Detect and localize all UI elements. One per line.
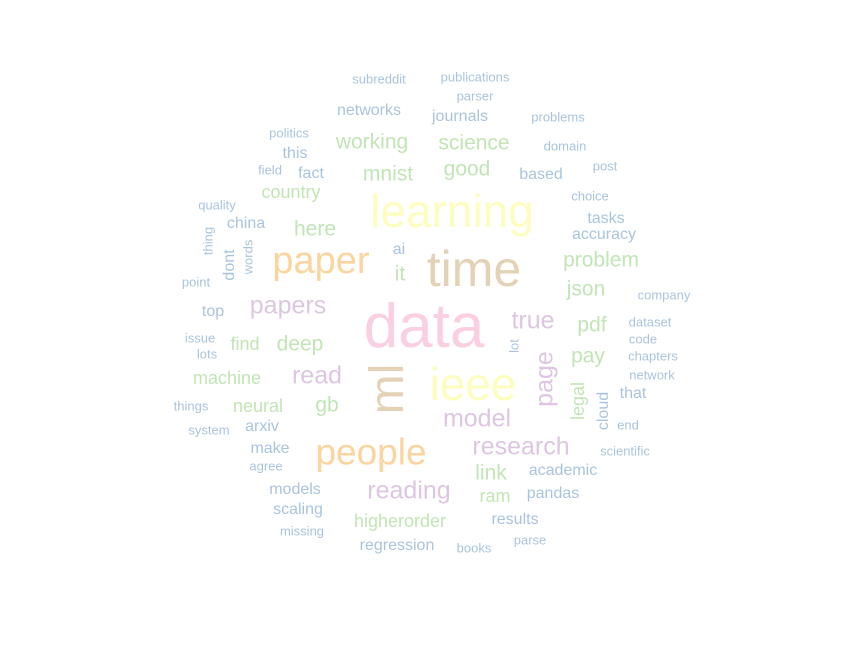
word-good: good xyxy=(443,157,491,181)
word-arxiv: arxiv xyxy=(245,418,279,435)
word-thing: thing xyxy=(200,226,216,256)
word-parser: parser xyxy=(456,88,494,104)
word-ml: ml xyxy=(361,363,414,415)
word-lots: lots xyxy=(196,346,218,362)
word-neural: neural xyxy=(232,396,284,416)
word-reading: reading xyxy=(367,476,451,505)
word-end: end xyxy=(617,417,639,433)
word-things: things xyxy=(173,398,209,414)
word-page: page xyxy=(530,351,559,407)
word-books: books xyxy=(456,540,492,556)
word-true: true xyxy=(511,306,555,335)
word-working: working xyxy=(335,130,409,154)
word-time: time xyxy=(426,241,522,297)
word-choice: choice xyxy=(571,188,609,204)
word-accuracy: accuracy xyxy=(571,226,637,243)
word-paper: paper xyxy=(272,240,370,282)
word-pay: pay xyxy=(571,344,605,368)
word-that: that xyxy=(619,385,647,402)
word-subreddit: subreddit xyxy=(352,71,406,87)
word-learning: learning xyxy=(370,185,534,237)
word-network: network xyxy=(629,367,675,383)
word-journals: journals xyxy=(431,108,489,125)
word-china: china xyxy=(226,215,266,232)
word-papers: papers xyxy=(249,291,327,320)
word-fact: fact xyxy=(298,165,324,182)
word-higherorder: higherorder xyxy=(353,511,447,531)
word-code: code xyxy=(628,331,658,347)
word-company: company xyxy=(637,287,691,303)
word-agree: agree xyxy=(249,458,283,474)
word-issue: issue xyxy=(184,330,216,346)
word-domain: domain xyxy=(543,138,587,154)
word-mnist: mnist xyxy=(362,162,414,186)
word-dataset: dataset xyxy=(628,314,672,330)
word-point: point xyxy=(181,274,211,290)
word-academic: academic xyxy=(528,462,598,479)
word-networks: networks xyxy=(336,102,402,119)
word-scientific: scientific xyxy=(600,443,650,459)
word-politics: politics xyxy=(269,125,309,141)
word-ram: ram xyxy=(479,486,511,506)
word-problems: problems xyxy=(531,109,585,125)
word-models: models xyxy=(269,481,321,498)
word-model: model xyxy=(442,404,512,433)
word-tasks: tasks xyxy=(587,210,625,227)
word-dont: dont xyxy=(221,249,238,281)
word-country: country xyxy=(261,182,321,202)
word-here: here xyxy=(293,217,337,241)
word-find: find xyxy=(230,334,260,354)
word-deep: deep xyxy=(276,332,324,356)
word-gb: gb xyxy=(315,393,339,417)
word-research: research xyxy=(472,432,570,461)
word-pandas: pandas xyxy=(526,485,580,502)
word-json: json xyxy=(566,277,606,301)
word-cloud: cloud xyxy=(595,391,612,431)
word-it: it xyxy=(394,262,406,286)
word-results: results xyxy=(491,511,539,528)
word-regression: regression xyxy=(359,537,435,554)
word-problem: problem xyxy=(563,248,639,272)
word-based: based xyxy=(519,166,563,183)
word-missing: missing xyxy=(279,523,325,539)
word-scaling: scaling xyxy=(273,501,323,518)
word-quality: quality xyxy=(198,197,236,213)
word-top: top xyxy=(201,303,225,320)
word-words: words xyxy=(240,239,256,275)
word-ieee: ieee xyxy=(429,358,517,410)
word-pdf: pdf xyxy=(577,313,607,337)
word-system: system xyxy=(188,422,230,438)
word-this: this xyxy=(282,145,308,162)
word-read: read xyxy=(291,361,343,390)
word-chapters: chapters xyxy=(628,348,678,364)
word-publications: publications xyxy=(440,69,510,85)
word-post: post xyxy=(592,158,618,174)
word-lot: lot xyxy=(506,339,522,353)
word-legal: legal xyxy=(568,381,588,421)
word-people: people xyxy=(315,431,427,473)
word-machine: machine xyxy=(192,368,262,388)
word-ai: ai xyxy=(392,241,406,258)
word-science: science xyxy=(438,131,510,155)
word-parse: parse xyxy=(513,532,547,548)
word-field: field xyxy=(258,162,282,178)
word-link: link xyxy=(475,461,507,485)
word-make: make xyxy=(250,440,290,457)
word-data: data xyxy=(363,292,485,361)
